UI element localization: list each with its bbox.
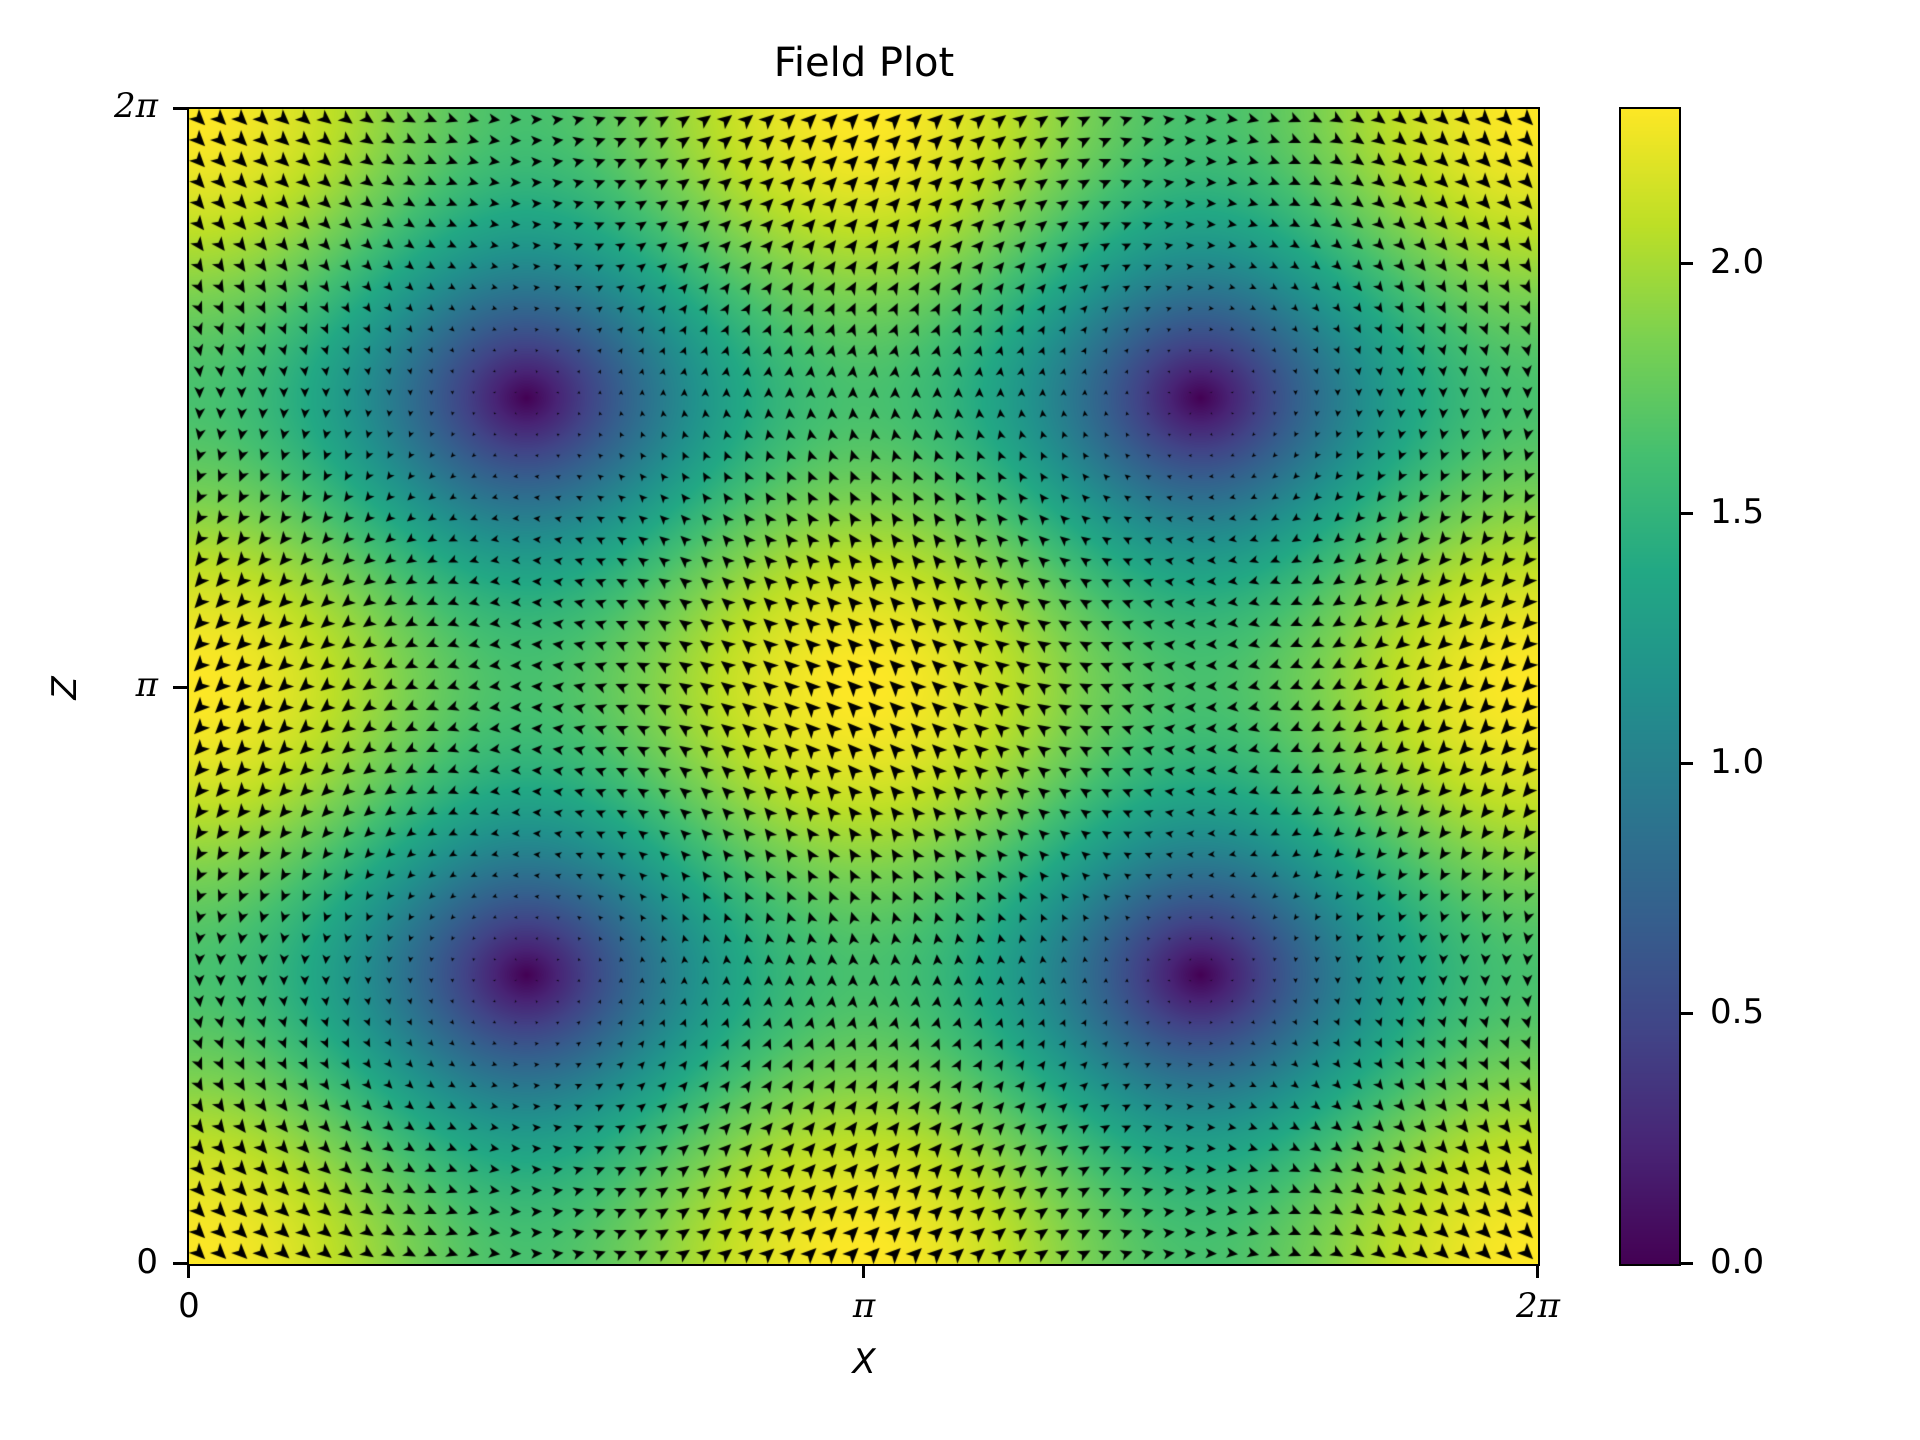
y-tick-label-pi: π [135,665,158,705]
colorbar-tick-0.5 [1679,1012,1693,1015]
x-tick-0 [187,1264,190,1278]
colorbar-label-1.0: 1.0 [1710,742,1765,782]
colorbar-label-0: 0.0 [1710,1242,1765,1282]
plot-axes-frame [187,107,1540,1266]
colorbar-label-0.5: 0.5 [1710,992,1765,1032]
colorbar-tick-1.0 [1679,762,1693,765]
y-tick-label-2pi: 2π [114,86,158,126]
y-axis-label: Z [45,676,85,700]
colorbar [1621,109,1679,1264]
colorbar-tick-1.5 [1679,512,1693,515]
y-tick-label-0: 0 [136,1242,158,1282]
y-tick-pi [173,686,187,689]
x-tick-pi [862,1264,865,1278]
x-tick-label-pi: π [852,1286,876,1326]
quiver-field-plot [189,109,1538,1264]
x-axis-label: X [852,1342,876,1382]
colorbar-label-2.0: 2.0 [1710,242,1765,282]
x-tick-label-0: 0 [178,1286,200,1326]
y-tick-0 [173,1262,187,1265]
colorbar-frame [1619,107,1681,1266]
x-tick-2pi [1536,1264,1539,1278]
y-tick-2pi [173,107,187,110]
colorbar-tick-2.0 [1679,262,1693,265]
colorbar-tick-0 [1679,1262,1693,1265]
chart-title: Field Plot [773,40,955,86]
x-tick-label-2pi: 2π [1516,1286,1560,1326]
colorbar-label-1.5: 1.5 [1710,492,1765,532]
